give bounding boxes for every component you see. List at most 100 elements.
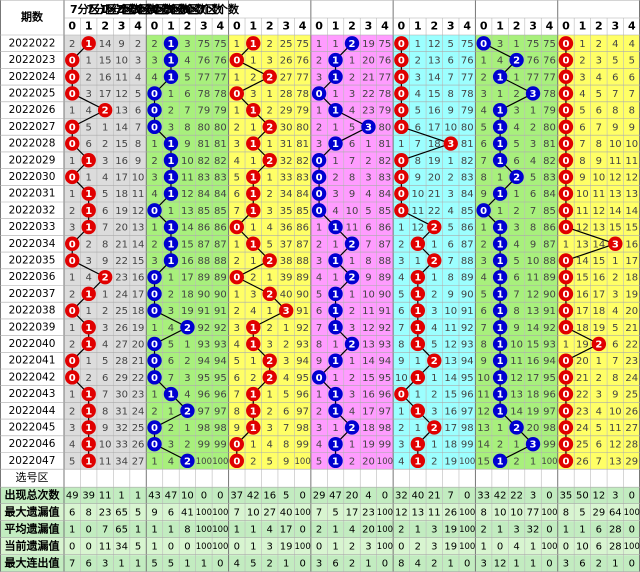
digit-header: 0	[315, 20, 323, 33]
omission: 7	[168, 373, 174, 384]
hit-ball	[394, 52, 409, 68]
omission: 5	[448, 223, 454, 234]
omission: 13	[592, 223, 605, 234]
stat-value: 1	[250, 542, 256, 553]
omission: 2	[151, 406, 157, 417]
hit-number: 0	[562, 189, 569, 200]
omission: 2	[612, 273, 618, 284]
omission: 80	[198, 122, 211, 133]
hit-number: 2	[513, 56, 520, 67]
omission: 90	[461, 289, 474, 300]
omission: 2	[316, 406, 322, 417]
hit-ball	[246, 186, 261, 201]
omission: 1	[579, 39, 585, 50]
omission: 1	[530, 106, 536, 117]
stat-value: 1	[151, 542, 157, 553]
hit-number: 2	[184, 406, 191, 417]
stat-value: 1	[332, 525, 338, 536]
omission: 2	[431, 289, 437, 300]
omission: 1	[332, 156, 338, 167]
omission: 1	[448, 156, 454, 167]
zone-header: 7分区4区个数	[119, 2, 190, 16]
omission: 77	[198, 72, 211, 83]
hit-ball	[558, 36, 574, 51]
hit-ball	[147, 286, 162, 302]
hit-ball	[262, 353, 277, 368]
hit-ball	[180, 453, 195, 469]
omission: 78	[198, 89, 211, 100]
hit-ball	[81, 453, 96, 469]
omission: 14	[115, 122, 128, 133]
period: 2022022	[9, 37, 56, 49]
omission: 8	[135, 139, 141, 150]
hit-ball	[558, 386, 574, 402]
hit-number: 1	[167, 72, 174, 83]
hit-number: 0	[562, 89, 569, 100]
hit-ball	[147, 420, 162, 435]
omission: 7	[480, 156, 486, 167]
hit-ball	[492, 69, 508, 84]
omission: 2	[267, 406, 273, 417]
hit-ball	[163, 52, 179, 68]
omission: 12	[609, 172, 622, 183]
hit-ball	[410, 370, 426, 385]
hit-number: 0	[151, 373, 158, 384]
hit-number: 1	[250, 206, 257, 217]
omission: 16	[428, 106, 441, 117]
stats-row-bg	[0, 555, 640, 572]
omission: 1	[431, 273, 437, 284]
omission: 40	[280, 289, 293, 300]
omission: 5	[85, 122, 91, 133]
hit-number: 1	[167, 390, 174, 401]
omission: 87	[214, 239, 227, 250]
omission: 90	[214, 289, 227, 300]
hit-number: 1	[167, 189, 174, 200]
stat-value: 0	[217, 491, 223, 502]
stat-value: 32	[527, 525, 540, 536]
stat-value: 27	[263, 508, 276, 519]
omission: 87	[198, 239, 211, 250]
omission: 8	[629, 106, 635, 117]
hit-ball	[246, 403, 261, 418]
omission: 15	[362, 373, 375, 384]
omission: 5	[316, 456, 322, 467]
digit-header: 2	[595, 20, 603, 33]
omission: 14	[181, 223, 194, 234]
omission: 12	[428, 39, 441, 50]
omission: 11	[527, 273, 540, 284]
omission: 26	[576, 456, 589, 467]
stat-value: 2	[267, 559, 273, 570]
omission: 13	[609, 456, 622, 467]
hit-number: 1	[332, 72, 339, 83]
omission: 10	[510, 339, 523, 350]
omission: 75	[198, 39, 211, 50]
omission: 5	[480, 289, 486, 300]
hit-ball	[558, 420, 574, 435]
omission: 94	[214, 356, 227, 367]
hit-number: 0	[316, 206, 323, 217]
omission: 16	[132, 273, 145, 284]
hit-ball	[81, 386, 96, 402]
omission: 9	[612, 390, 618, 401]
omission: 7	[102, 223, 108, 234]
digit-header: 1	[249, 20, 257, 33]
hit-ball	[492, 320, 508, 335]
omission: 2	[250, 373, 256, 384]
omission: 7	[415, 139, 421, 150]
omission: 6	[316, 306, 322, 317]
omission: 2	[415, 56, 421, 67]
omission: 6	[448, 56, 454, 67]
hit-ball	[246, 136, 261, 151]
omission: 78	[296, 89, 309, 100]
period: 2022030	[9, 171, 56, 183]
hit-number: 0	[151, 306, 158, 317]
omission: 9	[102, 256, 108, 267]
omission: 20	[132, 339, 145, 350]
hit-ball	[492, 286, 508, 302]
hit-number: 0	[398, 39, 405, 50]
omission: 2	[513, 89, 519, 100]
omission: 5	[102, 189, 108, 200]
hit-number: 0	[69, 56, 76, 67]
hit-ball	[81, 436, 96, 452]
omission: 6	[184, 89, 190, 100]
